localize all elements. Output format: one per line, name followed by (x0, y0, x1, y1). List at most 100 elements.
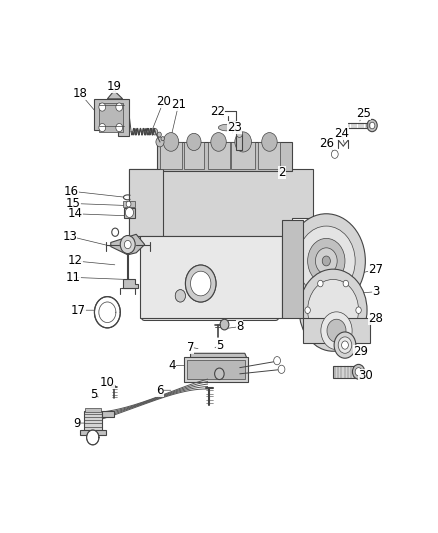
Text: 5: 5 (215, 338, 223, 352)
Polygon shape (123, 279, 138, 288)
Text: 18: 18 (73, 87, 88, 100)
Polygon shape (303, 318, 371, 343)
Circle shape (297, 226, 355, 296)
Polygon shape (87, 430, 99, 445)
Circle shape (191, 271, 211, 296)
Text: 29: 29 (353, 345, 368, 358)
Polygon shape (184, 358, 248, 382)
Text: 3: 3 (372, 285, 379, 298)
Circle shape (112, 228, 119, 236)
Circle shape (327, 319, 346, 342)
Text: 8: 8 (236, 320, 244, 333)
Text: 11: 11 (66, 271, 81, 284)
Circle shape (185, 265, 216, 302)
Text: 7: 7 (187, 341, 194, 353)
Polygon shape (130, 168, 163, 236)
Circle shape (191, 271, 211, 296)
Polygon shape (99, 302, 116, 322)
Circle shape (99, 124, 106, 132)
Text: 15: 15 (66, 197, 81, 210)
Text: 25: 25 (356, 107, 371, 120)
Polygon shape (231, 142, 255, 168)
Circle shape (116, 124, 123, 132)
Text: 10: 10 (100, 376, 115, 389)
Polygon shape (84, 411, 102, 431)
Circle shape (220, 319, 229, 330)
Text: 21: 21 (171, 98, 186, 111)
Circle shape (332, 150, 338, 158)
Text: 14: 14 (67, 207, 83, 220)
Circle shape (163, 133, 179, 151)
Text: 4: 4 (168, 359, 176, 372)
Circle shape (116, 103, 123, 111)
Circle shape (343, 334, 349, 340)
Circle shape (334, 332, 356, 358)
Circle shape (95, 297, 120, 328)
Circle shape (318, 280, 323, 287)
Circle shape (342, 341, 348, 349)
Circle shape (274, 357, 280, 365)
Circle shape (215, 368, 224, 379)
Polygon shape (187, 360, 245, 379)
Circle shape (157, 132, 161, 137)
Text: 23: 23 (227, 121, 242, 134)
Polygon shape (208, 142, 230, 168)
Circle shape (355, 368, 362, 376)
Circle shape (305, 307, 311, 313)
Circle shape (322, 256, 330, 266)
Circle shape (161, 136, 164, 141)
Text: 5: 5 (90, 388, 98, 401)
Circle shape (175, 289, 185, 302)
Circle shape (367, 119, 377, 132)
Text: 20: 20 (156, 95, 171, 108)
FancyBboxPatch shape (141, 235, 279, 320)
Polygon shape (191, 353, 247, 374)
Circle shape (187, 133, 201, 150)
Circle shape (175, 289, 185, 302)
Polygon shape (94, 99, 130, 136)
Text: 24: 24 (334, 127, 349, 140)
Polygon shape (99, 103, 123, 132)
Polygon shape (184, 142, 204, 168)
Text: 28: 28 (368, 312, 383, 325)
Text: 9: 9 (73, 417, 81, 430)
Circle shape (353, 365, 365, 379)
Text: 17: 17 (71, 304, 86, 317)
Polygon shape (123, 201, 134, 207)
Text: 26: 26 (319, 138, 334, 150)
Polygon shape (156, 142, 293, 171)
Circle shape (124, 240, 131, 248)
Text: 6: 6 (156, 384, 164, 397)
Circle shape (199, 358, 209, 369)
Polygon shape (111, 235, 145, 255)
Circle shape (120, 236, 135, 254)
Circle shape (125, 207, 134, 217)
Circle shape (356, 307, 361, 313)
Polygon shape (102, 411, 114, 417)
Circle shape (262, 133, 277, 151)
Circle shape (156, 137, 164, 147)
Polygon shape (107, 91, 123, 99)
Text: 12: 12 (67, 254, 83, 268)
Polygon shape (112, 385, 117, 387)
Polygon shape (219, 124, 236, 131)
Text: 27: 27 (368, 263, 383, 276)
Circle shape (321, 312, 352, 350)
Circle shape (299, 269, 367, 351)
Circle shape (318, 334, 323, 340)
Text: 19: 19 (107, 80, 122, 93)
Circle shape (307, 238, 345, 284)
Polygon shape (124, 207, 134, 218)
Circle shape (126, 201, 131, 207)
Polygon shape (89, 433, 96, 441)
Circle shape (287, 214, 365, 308)
Text: 13: 13 (63, 230, 78, 243)
Polygon shape (85, 408, 101, 412)
Polygon shape (80, 431, 106, 435)
Text: 16: 16 (64, 185, 78, 198)
Circle shape (185, 265, 216, 302)
Circle shape (235, 132, 251, 152)
Text: 22: 22 (210, 104, 225, 118)
Circle shape (338, 337, 352, 353)
Text: 30: 30 (358, 369, 373, 382)
